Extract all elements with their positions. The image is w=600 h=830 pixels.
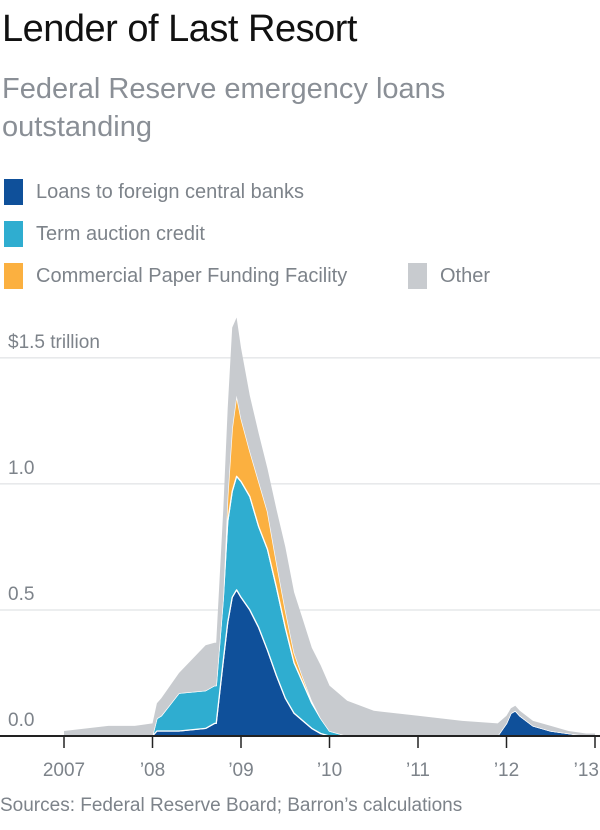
grid-layer — [0, 357, 600, 611]
legend-item-commercial-paper: Commercial Paper Funding Facility — [4, 263, 347, 289]
x-tick-label: ’08 — [140, 760, 165, 781]
source-note: Sources: Federal Reserve Board; Barron’s… — [0, 795, 463, 816]
x-tick-label: ’09 — [228, 760, 253, 781]
legend-swatch-term-auction-credit — [4, 221, 23, 247]
y-tick-label: 0.0 — [8, 710, 34, 731]
area-layer — [63, 317, 596, 737]
x-tick-label: ’12 — [494, 760, 519, 781]
legend-swatch-other — [408, 263, 427, 289]
axis-layer: 0.0 0.5 1.0 $1.5 trillion 2007 ’08 ’09 ’10 ’11 ’1… — [0, 332, 600, 781]
chart-subtitle: Federal Reserve emergency loans outstand… — [2, 73, 446, 143]
y-tick-label: $1.5 trillion — [8, 332, 100, 353]
y-tick-label: 1.0 — [8, 458, 34, 479]
legend-swatch-commercial-paper — [4, 263, 23, 289]
area-commercial-paper-funding-facility — [63, 394, 596, 737]
legend-item-other: Other — [408, 263, 490, 289]
legend-label-commercial-paper: Commercial Paper Funding Facility — [36, 264, 348, 287]
x-tick-label: ’10 — [317, 760, 342, 781]
y-tick-label: 0.5 — [8, 584, 34, 605]
legend-label-foreign-central-banks: Loans to foreign central banks — [36, 180, 304, 203]
x-tick-label: ’13 — [574, 760, 599, 781]
legend-label-other: Other — [440, 264, 491, 287]
legend-item-term-auction-credit: Term auction credit — [4, 221, 205, 247]
area-other — [64, 317, 595, 736]
chart-title: Lender of Last Resort — [2, 8, 357, 50]
legend-item-foreign-central-banks: Loans to foreign central banks — [4, 179, 304, 205]
legend-swatch-foreign-central-banks — [4, 179, 23, 205]
x-tick-label: ’11 — [406, 760, 430, 781]
x-tick-label: 2007 — [43, 760, 85, 781]
legend-label-term-auction-credit: Term auction credit — [36, 222, 205, 245]
